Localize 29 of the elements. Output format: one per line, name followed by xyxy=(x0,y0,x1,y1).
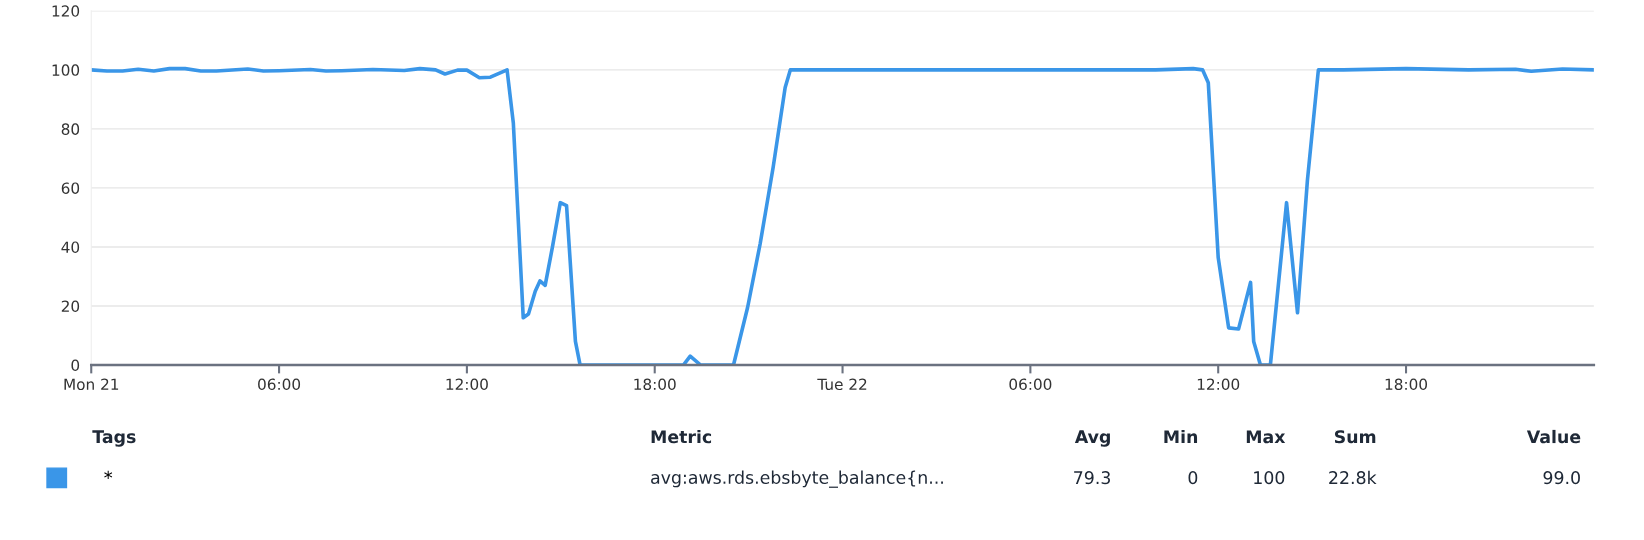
text: Sum xyxy=(1334,430,1376,444)
x-tick-label: Mon 21 xyxy=(64,378,119,391)
legend-label: * xyxy=(104,470,113,479)
text: 0 xyxy=(1188,471,1198,485)
text: Metric xyxy=(651,429,712,444)
y-tick-label: 0 xyxy=(71,359,80,372)
text: 22.8k xyxy=(1329,470,1377,485)
text: Value xyxy=(1526,429,1581,444)
x-tick-label: Tue 22 xyxy=(817,378,867,391)
text: Tags xyxy=(92,430,136,447)
text: Max xyxy=(1246,430,1286,444)
x-tick-label: 18:00 xyxy=(634,378,676,391)
text: Avg xyxy=(1074,430,1110,447)
text: 79.3 xyxy=(1074,471,1110,485)
x-tick-label: 18:00 xyxy=(1385,378,1428,391)
y-tick-label: 120 xyxy=(52,5,80,17)
x-tick-label: 06:00 xyxy=(1009,378,1052,391)
x-tick-label: 06:00 xyxy=(258,378,301,391)
text: Min xyxy=(1164,429,1198,444)
y-tick-label: 40 xyxy=(61,241,80,253)
text: 100 xyxy=(1254,471,1285,485)
x-tick-label: 12:00 xyxy=(1197,378,1240,391)
y-tick-label: 100 xyxy=(52,64,80,76)
x-tick-label: 12:00 xyxy=(446,378,488,391)
y-tick-label: 20 xyxy=(61,300,80,313)
y-tick-label: 60 xyxy=(61,182,80,194)
text: 99.0 xyxy=(1543,471,1580,485)
y-tick-label: 80 xyxy=(61,123,80,135)
text: avg:aws.rds.ebsbyte_balance{n... xyxy=(651,470,943,488)
